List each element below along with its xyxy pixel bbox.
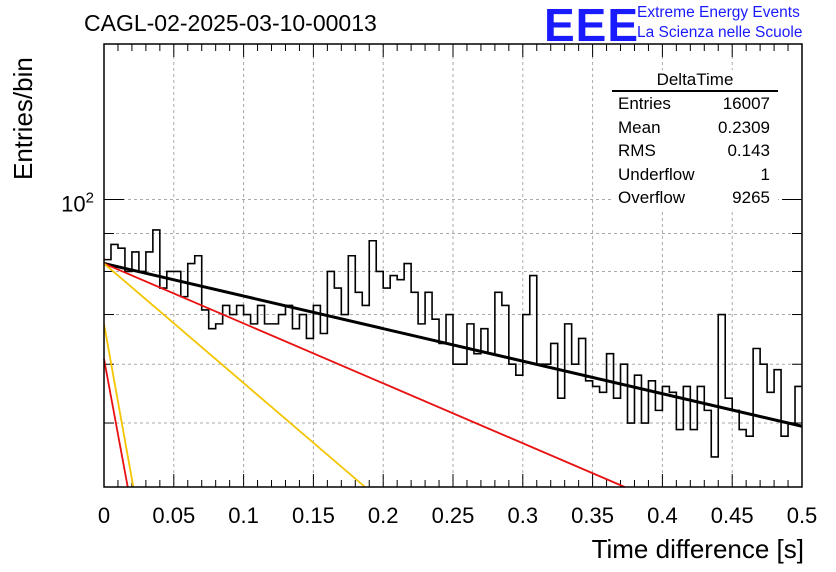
- stats-value: 9265: [732, 188, 770, 207]
- stats-value: 16007: [722, 94, 770, 113]
- stats-label: Underflow: [618, 164, 695, 184]
- stats-value: 0.143: [727, 141, 770, 160]
- brand-line-2: La Scienza nelle Scuole: [637, 24, 803, 41]
- stats-label: Entries: [618, 94, 671, 113]
- stats-label: Overflow: [618, 188, 686, 207]
- stats-value: 1: [760, 164, 770, 184]
- x-tick-label: 0.45: [711, 503, 754, 528]
- x-axis-label: Time difference [s]: [591, 534, 804, 564]
- brand-line-1: Extreme Energy Events: [637, 4, 800, 21]
- stats-row: Entries 16007: [612, 92, 778, 116]
- x-tick-label: 0.2: [368, 503, 399, 528]
- y-tick-label: 102: [61, 190, 94, 217]
- y-axis-label: Entries/bin: [8, 57, 38, 180]
- fit-line: [103, 323, 135, 488]
- stats-box: DeltaTime Entries 16007 Mean 0.2309 RMS 0.1…: [612, 70, 778, 210]
- x-tick-label: 0: [98, 503, 110, 528]
- fit-line: [103, 358, 129, 488]
- stats-row: Underflow 1: [612, 163, 778, 187]
- fit-line: [103, 262, 803, 428]
- x-tick-label: 0.5: [787, 503, 818, 528]
- x-tick-label: 0.15: [292, 503, 335, 528]
- plot-frame: [103, 43, 803, 488]
- stats-row: Overflow 9265: [612, 186, 778, 210]
- chart-title: CAGL-02-2025-03-10-00013: [84, 10, 377, 36]
- x-tick-label: 0.4: [647, 503, 678, 528]
- stats-label: RMS: [618, 141, 656, 160]
- stats-value: 0.2309: [718, 117, 770, 137]
- stats-row: RMS 0.143: [612, 139, 778, 163]
- x-tick-label: 0.05: [152, 503, 195, 528]
- stats-label: Mean: [618, 117, 661, 137]
- x-tick-label: 0.35: [571, 503, 614, 528]
- eee-logo: EEE: [544, 0, 640, 51]
- stats-row: Mean 0.2309: [612, 116, 778, 140]
- x-tick-label: 0.25: [432, 503, 475, 528]
- fit-line: [103, 262, 366, 488]
- x-tick-label: 0.1: [228, 503, 259, 528]
- stats-title: DeltaTime: [612, 70, 778, 92]
- fit-line: [103, 262, 626, 488]
- x-tick-label: 0.3: [508, 503, 539, 528]
